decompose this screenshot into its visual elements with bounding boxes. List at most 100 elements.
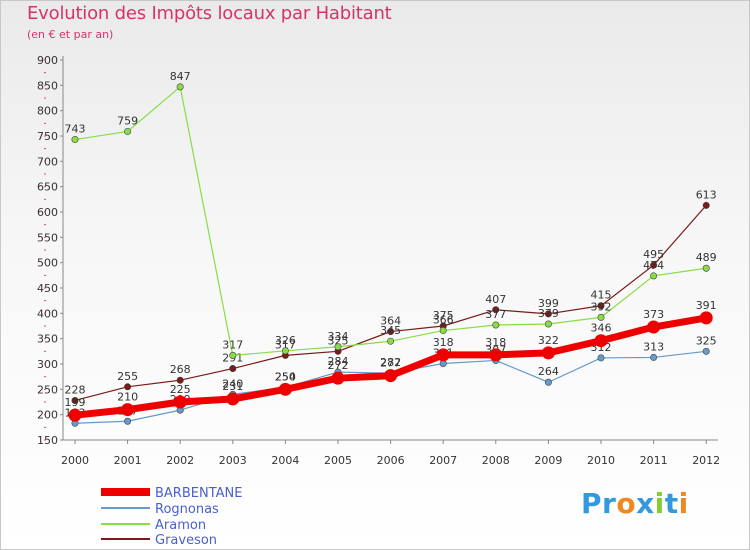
data-point xyxy=(121,403,135,417)
y-tick-label: 400 xyxy=(37,307,58,320)
data-point xyxy=(173,395,187,409)
data-label: 210 xyxy=(117,391,138,404)
data-label: 240 xyxy=(222,377,243,390)
data-point xyxy=(124,417,132,425)
data-point xyxy=(176,376,184,384)
data-point xyxy=(597,313,605,321)
data-label: 264 xyxy=(538,365,559,378)
x-tick-label: 2002 xyxy=(166,454,194,467)
data-label: 345 xyxy=(380,324,401,337)
y-tick-label: 350 xyxy=(37,333,58,346)
y-tick-label: 500 xyxy=(37,257,58,270)
logo-letter: t xyxy=(664,487,679,520)
data-label: 231 xyxy=(222,380,243,393)
data-point xyxy=(702,264,710,272)
data-point xyxy=(597,354,605,362)
data-point xyxy=(492,321,500,329)
data-point xyxy=(544,378,552,386)
legend-item: Rognonas xyxy=(101,502,219,517)
data-label: 317 xyxy=(275,338,296,351)
data-label: 228 xyxy=(65,383,86,396)
data-point xyxy=(229,351,237,359)
data-label: 415 xyxy=(591,289,612,302)
data-label: 282 xyxy=(380,356,401,369)
x-tick-label: 2001 xyxy=(114,454,142,467)
axes: 150 200 250 300 350 400 450 500 550 600 650 700 750 8… xyxy=(37,54,720,467)
data-label: 272 xyxy=(328,359,349,372)
data-label: 373 xyxy=(643,308,664,321)
y-tick-label: 850 xyxy=(37,79,58,92)
y-tick-label: 650 xyxy=(37,181,58,194)
legend-label: Aramon xyxy=(155,518,206,533)
x-tick-label: 2008 xyxy=(482,454,510,467)
data-point xyxy=(124,127,132,135)
data-label: 199 xyxy=(65,396,86,409)
data-point xyxy=(597,302,605,310)
legend-label: Graveson xyxy=(155,533,217,548)
chart-title: Evolution des Impôts locaux par Habitant xyxy=(27,3,392,24)
data-point xyxy=(331,371,345,385)
data-label: 322 xyxy=(538,334,559,347)
x-tick-label: 2011 xyxy=(640,454,668,467)
data-label: 268 xyxy=(170,363,191,376)
y-tick-label: 900 xyxy=(37,54,58,67)
data-label: 318 xyxy=(433,336,454,349)
data-label: 759 xyxy=(117,114,138,127)
data-label: 325 xyxy=(328,334,349,347)
data-point xyxy=(436,348,450,362)
legend-item: BARBENTANE xyxy=(101,486,242,501)
data-label: 847 xyxy=(170,70,191,83)
y-tick-label: 800 xyxy=(37,105,58,118)
data-point xyxy=(594,334,608,348)
data-label: 250 xyxy=(275,370,296,383)
y-tick-label: 300 xyxy=(37,358,58,371)
data-point xyxy=(702,201,710,209)
data-label: 407 xyxy=(485,293,506,306)
data-point xyxy=(650,261,658,269)
data-point xyxy=(489,348,503,362)
data-point xyxy=(492,306,500,314)
logo-letter: P xyxy=(581,487,603,520)
chart-subtitle: (en € et par an) xyxy=(27,28,114,41)
data-point xyxy=(439,327,447,335)
y-tick-label: 550 xyxy=(37,231,58,244)
series-graveson: 228255268291317325364375407399415495613 xyxy=(65,188,717,404)
data-point xyxy=(176,83,184,91)
data-point xyxy=(650,353,658,361)
x-tick-label: 2003 xyxy=(219,454,247,467)
data-point xyxy=(229,365,237,373)
data-point xyxy=(650,272,658,280)
data-label: 313 xyxy=(643,340,664,353)
data-label: 346 xyxy=(591,322,612,335)
data-point xyxy=(387,337,395,345)
logo-letter: o xyxy=(616,487,637,520)
data-label: 366 xyxy=(433,314,454,327)
legend-item: Graveson xyxy=(101,533,217,548)
data-point xyxy=(699,311,713,325)
data-point xyxy=(124,383,132,391)
x-tick-label: 2007 xyxy=(429,454,457,467)
x-tick-label: 2005 xyxy=(324,454,352,467)
logo-letter: i xyxy=(678,487,689,520)
x-tick-label: 2009 xyxy=(534,454,562,467)
data-label: 399 xyxy=(538,297,559,310)
data-point xyxy=(334,343,342,351)
legend-item: Aramon xyxy=(101,518,206,533)
x-tick-label: 2010 xyxy=(587,454,615,467)
series-barbentane: 199 210 225 231 250 272 277 318 318 322 346 373 391 xyxy=(65,299,717,422)
x-tick-label: 2012 xyxy=(692,454,720,467)
legend-label: Rognonas xyxy=(155,502,219,517)
data-label: 326 xyxy=(275,334,296,347)
data-label: 334 xyxy=(328,330,349,343)
data-label: 379 xyxy=(538,307,559,320)
data-label: 392 xyxy=(591,300,612,313)
y-tick-label: 200 xyxy=(37,409,58,422)
data-label: 743 xyxy=(65,123,86,136)
logo-letter: i xyxy=(654,487,665,520)
y-tick-label: 250 xyxy=(37,383,58,396)
data-point xyxy=(278,382,292,396)
data-label: 377 xyxy=(485,308,506,321)
